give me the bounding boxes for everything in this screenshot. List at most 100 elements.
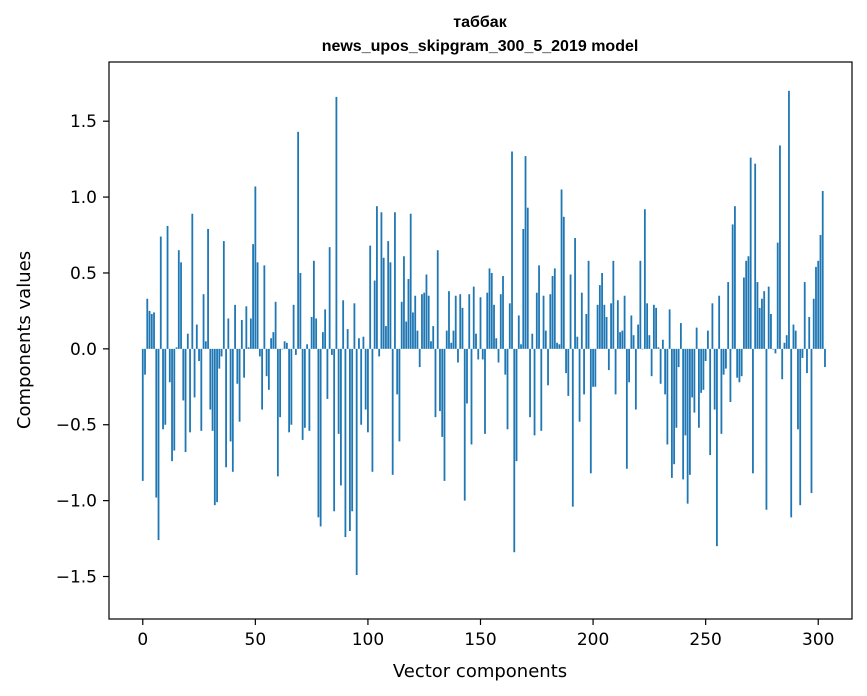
bar <box>749 157 752 349</box>
bar <box>758 307 761 349</box>
bar <box>164 348 167 425</box>
chart-subtitle: news_upos_skipgram_300_5_2019 model <box>322 38 639 55</box>
y-tick-label: 0.0 <box>70 340 97 360</box>
bar <box>558 344 561 349</box>
bar <box>189 348 191 433</box>
bar <box>734 206 736 349</box>
bar <box>698 348 700 428</box>
bar <box>281 348 284 350</box>
bar <box>761 298 763 349</box>
bar <box>797 348 799 430</box>
bar <box>752 348 754 474</box>
bar <box>637 324 640 349</box>
bar <box>180 262 182 349</box>
x-tick-label: 50 <box>245 630 267 650</box>
bar <box>632 335 635 349</box>
bar <box>502 276 504 349</box>
bar <box>204 341 207 349</box>
bar <box>472 286 475 349</box>
bar <box>774 348 777 354</box>
bar <box>776 242 779 349</box>
bar <box>299 272 302 349</box>
bar <box>722 348 725 375</box>
bar <box>252 244 254 349</box>
bar <box>686 348 689 504</box>
bar <box>477 348 480 360</box>
bar <box>493 304 495 349</box>
bar <box>495 338 498 349</box>
bar <box>562 216 565 349</box>
bar <box>265 348 268 377</box>
chart-title: таббак <box>453 14 507 31</box>
bar <box>376 206 378 349</box>
y-tick-label: −1.5 <box>56 568 97 588</box>
bar <box>396 348 399 395</box>
bar <box>506 348 509 430</box>
bar <box>290 348 293 425</box>
bar <box>159 236 162 349</box>
bar <box>781 348 784 380</box>
y-axis: −1.5 −1.0 −0.5 0.0 0.5 1.0 1.5 <box>56 112 109 588</box>
bar <box>475 333 477 349</box>
bar <box>342 300 345 349</box>
bar <box>490 272 493 349</box>
bar <box>515 348 518 462</box>
bar <box>684 348 687 436</box>
x-tick-label: 200 <box>577 630 609 650</box>
bar <box>319 348 322 527</box>
bar <box>756 282 759 349</box>
bar <box>378 348 381 357</box>
bar <box>650 348 653 377</box>
bar <box>499 294 502 349</box>
bar <box>484 348 486 434</box>
bar <box>213 348 216 506</box>
bar <box>184 348 187 453</box>
bar <box>337 348 340 434</box>
bar <box>254 186 257 349</box>
bar <box>315 318 318 349</box>
bar <box>630 315 633 349</box>
bar <box>312 260 315 349</box>
bar <box>603 304 606 349</box>
bar <box>540 348 543 431</box>
bar <box>790 348 793 518</box>
bar <box>162 348 164 430</box>
bar <box>524 156 527 349</box>
bar <box>355 348 358 575</box>
bar <box>166 225 169 349</box>
bar <box>556 342 558 349</box>
bar <box>794 330 797 349</box>
x-tick-label: 0 <box>137 630 148 650</box>
bar <box>621 330 624 349</box>
bar <box>211 348 214 431</box>
bar <box>229 348 232 442</box>
bar <box>646 303 649 349</box>
bar <box>612 260 615 349</box>
bar <box>310 316 313 349</box>
bar <box>371 348 374 472</box>
bars-group <box>141 90 826 575</box>
bar <box>216 348 218 503</box>
bar <box>614 348 617 395</box>
bar <box>598 285 601 349</box>
bar <box>234 304 236 349</box>
bar <box>175 347 178 349</box>
bar <box>592 348 594 387</box>
bar <box>486 292 489 349</box>
bar <box>263 265 266 349</box>
bar <box>594 348 597 387</box>
bar <box>569 274 572 349</box>
bar <box>688 348 691 475</box>
bar <box>643 209 646 349</box>
bar <box>328 247 331 349</box>
bar <box>441 348 444 437</box>
bar <box>258 348 261 357</box>
bar <box>380 212 383 349</box>
bar <box>535 292 538 349</box>
bar <box>168 348 171 383</box>
bar <box>803 282 806 349</box>
bar <box>288 348 291 433</box>
bar <box>720 348 723 434</box>
bar <box>362 336 365 349</box>
bar <box>481 348 484 360</box>
